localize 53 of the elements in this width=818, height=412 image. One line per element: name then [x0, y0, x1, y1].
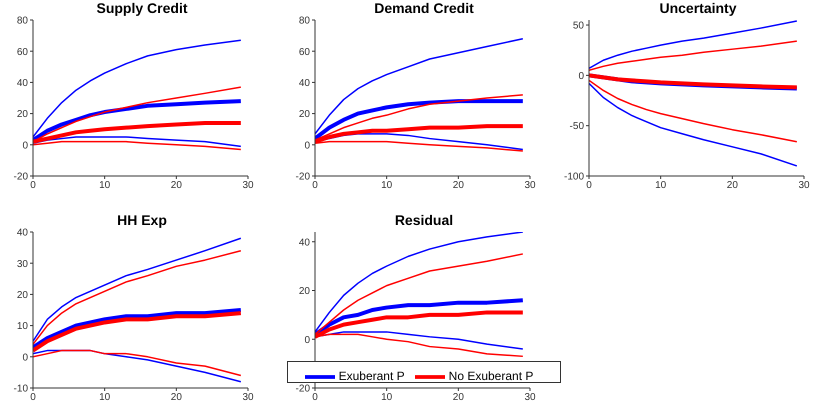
x-tick-label: 10 — [99, 180, 111, 192]
y-tick-label: 20 — [16, 109, 28, 120]
y-tick-label: 0 — [578, 70, 584, 82]
x-tick-label: 30 — [524, 180, 536, 192]
x-tick-label: 20 — [170, 180, 182, 192]
y-tick-label: -20 — [296, 384, 310, 395]
y-tick-label: 60 — [16, 46, 28, 58]
y-tick-label: 30 — [16, 258, 28, 270]
x-tick-label: 30 — [242, 180, 254, 192]
y-tick-label: 40 — [16, 78, 28, 89]
y-tick-label: 20 — [16, 290, 28, 301]
x-tick-label: 30 — [242, 392, 254, 404]
x-tick-label: 0 — [30, 180, 36, 192]
y-tick-label: 0 — [304, 334, 310, 346]
chart-title: Supply Credit — [95, 0, 188, 16]
y-tick-label: -20 — [296, 172, 310, 183]
legend-label: No Exuberant P — [448, 369, 534, 384]
chart-title: Residual — [394, 212, 454, 228]
x-tick-label: 20 — [452, 180, 464, 192]
y-tick-label: 80 — [16, 16, 28, 27]
chart-title: HH Exp — [116, 212, 168, 228]
x-tick-label: 30 — [798, 180, 810, 192]
x-tick-label: 10 — [381, 392, 393, 404]
y-tick-label: -20 — [14, 172, 28, 183]
y-tick-label: 0 — [22, 352, 28, 364]
x-tick-label: 10 — [99, 392, 111, 404]
x-tick-label: 20 — [726, 180, 738, 192]
legend-label: Exuberant P — [338, 369, 405, 384]
x-tick-label: 0 — [312, 392, 318, 404]
y-tick-label: 40 — [298, 78, 310, 89]
x-tick-label: 20 — [170, 392, 182, 404]
x-tick-label: 0 — [586, 180, 592, 192]
x-tick-label: 0 — [30, 392, 36, 404]
x-tick-label: 20 — [452, 392, 464, 404]
y-tick-label: 0 — [22, 140, 28, 152]
y-tick-label: 80 — [298, 16, 310, 27]
y-tick-label: 60 — [298, 46, 310, 58]
y-tick-label: 20 — [298, 109, 310, 120]
y-tick-label: -100 — [564, 172, 584, 183]
x-tick-label: 10 — [381, 180, 393, 192]
y-tick-label: 10 — [16, 321, 28, 332]
x-tick-label: 0 — [312, 180, 318, 192]
y-tick-label: 40 — [298, 237, 310, 248]
chart-title: Uncertainty — [658, 0, 738, 16]
x-tick-label: 10 — [655, 180, 667, 192]
y-tick-label: -50 — [570, 121, 584, 132]
x-tick-label: 30 — [524, 392, 536, 404]
y-tick-label: 20 — [298, 286, 310, 298]
y-tick-label: 40 — [16, 228, 28, 239]
y-tick-label: 50 — [572, 20, 584, 32]
y-tick-label: -10 — [14, 384, 28, 395]
y-tick-label: 0 — [304, 140, 310, 152]
chart-title: Demand Credit — [373, 0, 475, 16]
